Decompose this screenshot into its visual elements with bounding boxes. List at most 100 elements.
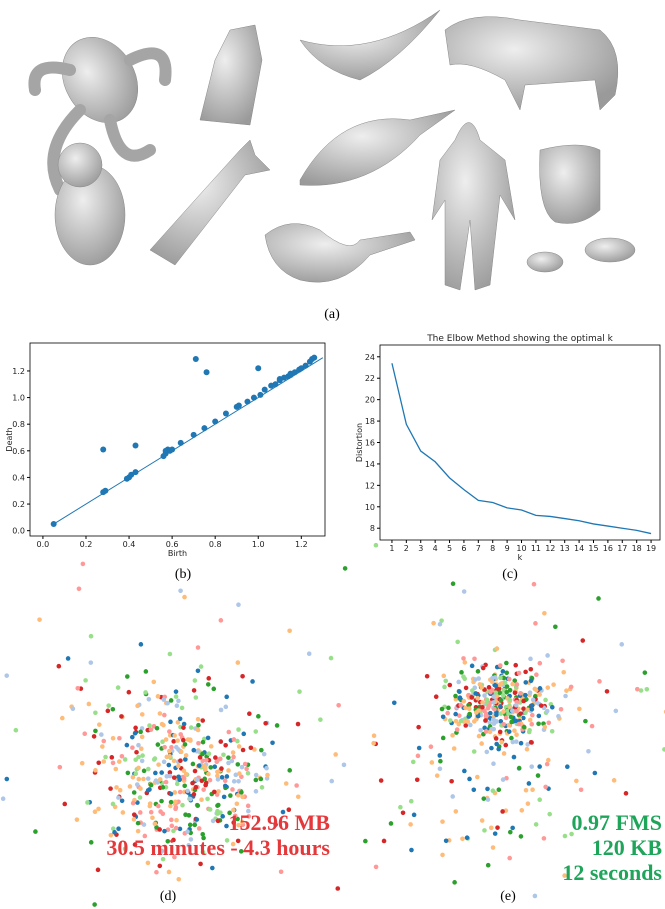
embedding-dot	[513, 662, 519, 668]
embedding-dot	[171, 775, 177, 780]
embedding-dot	[246, 814, 252, 819]
embedding-dot	[480, 704, 485, 710]
embedding-dot	[335, 886, 341, 891]
embedding-dot	[215, 808, 220, 814]
embedding-dot	[213, 755, 218, 760]
embedding-dot	[519, 808, 525, 813]
embedding-dot	[59, 715, 65, 721]
embedding-dot	[577, 706, 582, 712]
embedding-dot	[502, 680, 508, 685]
embedding-dot	[490, 845, 496, 850]
point	[235, 402, 242, 409]
embedding-dot	[236, 727, 241, 732]
embedding-dot	[196, 763, 202, 768]
x-tick-label: 7	[476, 544, 481, 553]
embedding-dot	[371, 733, 377, 738]
embedding-dot	[440, 819, 445, 824]
embedding-dot	[157, 777, 163, 782]
embedding-dot	[157, 711, 163, 716]
embedding-dot	[447, 718, 453, 723]
embedding-dot	[166, 762, 172, 768]
y-axis-label: Distortion	[355, 423, 364, 462]
point	[203, 369, 210, 376]
caption: (c)	[502, 567, 518, 582]
embedding-dot	[88, 660, 94, 665]
embedding-dot	[491, 761, 496, 767]
embedding-dot	[133, 725, 138, 731]
embedding-dot	[482, 725, 487, 731]
embedding-dot	[190, 761, 196, 767]
embedding-dot	[240, 794, 245, 800]
embedding-dot	[169, 744, 174, 750]
embedding-dot	[328, 655, 334, 661]
embedding-dot	[469, 663, 475, 669]
embedding-dot	[492, 706, 497, 712]
y-tick-label: 0.8	[12, 420, 25, 429]
embedding-dot	[134, 749, 139, 755]
embedding-dot	[157, 827, 162, 832]
embedding-dot	[501, 693, 506, 698]
embedding-dot	[486, 685, 492, 690]
embedding-dot	[479, 818, 485, 823]
embedding-dot	[165, 839, 171, 844]
embedding-dot	[235, 838, 241, 844]
embedding-dot	[483, 729, 489, 734]
embedding-dot	[391, 700, 397, 706]
point	[128, 471, 135, 478]
embedding-dot	[264, 765, 269, 771]
embedding-dot	[226, 755, 231, 760]
embedding-dot	[529, 706, 535, 712]
embedding-d	[0, 561, 464, 907]
embedding-dot	[177, 789, 183, 795]
embedding-dot	[195, 645, 201, 650]
embedding-dot	[216, 802, 221, 808]
embedding-dot	[176, 774, 181, 780]
y-tick-label: 10	[365, 503, 375, 512]
embedding-dot	[295, 721, 301, 727]
caption: (b)	[175, 567, 192, 582]
embedding-dot	[565, 764, 570, 769]
embedding-dot	[147, 801, 153, 806]
embedding-dot	[206, 751, 212, 757]
embedding-dot	[159, 798, 164, 804]
embedding-dot	[469, 695, 475, 700]
y-tick-label: 1.0	[12, 394, 25, 403]
embedding-dot	[543, 784, 548, 790]
embedding-dot	[171, 837, 176, 843]
embedding-dot	[70, 706, 76, 712]
embedding-dot	[214, 759, 220, 765]
embedding-dot	[586, 748, 591, 754]
embedding-dot	[223, 742, 228, 748]
embedding-dot	[253, 772, 259, 778]
embedding-dot	[493, 736, 499, 741]
embedding-dot	[523, 680, 529, 685]
embedding-dot	[529, 740, 534, 745]
embedding-dot	[236, 744, 242, 749]
embedding-dot	[518, 834, 524, 839]
embedding-dot	[96, 806, 101, 812]
embedding-dot	[488, 825, 494, 831]
embedding-dot	[240, 673, 245, 679]
embedding-dot	[162, 744, 167, 750]
embedding-dot	[512, 690, 518, 696]
embedding-dot	[137, 810, 143, 815]
embedding-dot	[131, 790, 137, 795]
embedding-dot	[200, 758, 205, 764]
embedding-dot	[146, 696, 152, 702]
embedding-dot	[531, 581, 537, 587]
embedding-dot	[496, 746, 501, 752]
embedding-dot	[147, 787, 152, 792]
embedding-dot	[155, 742, 161, 747]
embedding-dot	[604, 689, 610, 694]
embedding-dot	[152, 821, 158, 827]
embedding-dot	[181, 775, 187, 781]
point	[169, 446, 176, 453]
embedding-dot	[101, 759, 107, 764]
embedding-dot	[484, 697, 490, 703]
embedding-dot	[235, 660, 241, 665]
embedding-dot	[470, 688, 475, 693]
embedding-dot	[150, 815, 155, 821]
embedding-dot	[231, 737, 237, 742]
embedding-dot	[130, 774, 136, 780]
embedding-dot	[494, 741, 499, 747]
